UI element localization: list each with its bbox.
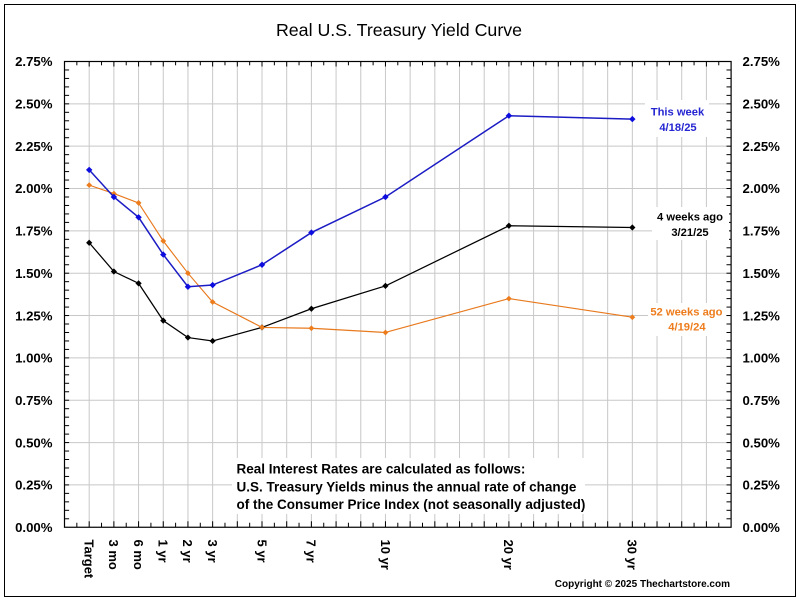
svg-text:Target: Target (81, 540, 96, 579)
svg-text:1 yr: 1 yr (156, 540, 171, 563)
svg-text:0.50%: 0.50% (743, 435, 781, 450)
svg-text:2.00%: 2.00% (15, 181, 53, 196)
svg-text:2.50%: 2.50% (15, 97, 53, 112)
svg-text:0.00%: 0.00% (15, 520, 53, 535)
svg-text:2.50%: 2.50% (743, 97, 781, 112)
svg-text:0.75%: 0.75% (15, 393, 53, 408)
svg-text:1.25%: 1.25% (743, 308, 781, 323)
svg-text:2.25%: 2.25% (15, 139, 53, 154)
svg-text:3 yr: 3 yr (205, 540, 220, 563)
svg-text:20 yr: 20 yr (501, 540, 516, 570)
svg-text:1.75%: 1.75% (743, 224, 781, 239)
svg-text:1.75%: 1.75% (15, 224, 53, 239)
svg-text:3/21/25: 3/21/25 (671, 227, 708, 239)
svg-text:1.25%: 1.25% (15, 308, 53, 323)
svg-text:2.00%: 2.00% (743, 181, 781, 196)
svg-text:52 weeks ago: 52 weeks ago (650, 306, 722, 318)
svg-text:10 yr: 10 yr (378, 540, 393, 570)
svg-text:2.75%: 2.75% (15, 54, 53, 69)
svg-text:1.00%: 1.00% (743, 351, 781, 366)
svg-text:1.50%: 1.50% (743, 266, 781, 281)
svg-text:0.25%: 0.25% (743, 478, 781, 493)
svg-text:4/18/25: 4/18/25 (659, 122, 696, 134)
svg-text:2.25%: 2.25% (743, 139, 781, 154)
svg-text:of the Consumer Price Index (n: of the Consumer Price Index (not seasona… (237, 497, 586, 512)
svg-text:1.00%: 1.00% (15, 351, 53, 366)
svg-text:0.25%: 0.25% (15, 478, 53, 493)
svg-text:0.00%: 0.00% (743, 520, 781, 535)
svg-text:0.50%: 0.50% (15, 435, 53, 450)
svg-text:30 yr: 30 yr (625, 540, 640, 570)
svg-text:3 mo: 3 mo (106, 540, 121, 570)
svg-text:2.75%: 2.75% (743, 54, 781, 69)
svg-text:1.50%: 1.50% (15, 266, 53, 281)
svg-text:Real Interest Rates are calcul: Real Interest Rates are calculated as fo… (237, 462, 526, 477)
svg-text:2 yr: 2 yr (180, 540, 195, 563)
svg-text:5 yr: 5 yr (254, 540, 269, 563)
svg-text:0.75%: 0.75% (743, 393, 781, 408)
svg-text:This week: This week (651, 107, 705, 119)
svg-text:6 mo: 6 mo (131, 540, 146, 570)
svg-text:7 yr: 7 yr (304, 540, 319, 563)
svg-text:Copyright © 2025 Thechartstore: Copyright © 2025 Thechartstore.com (555, 579, 730, 590)
svg-text:4 weeks ago: 4 weeks ago (657, 212, 723, 224)
svg-text:4/19/24: 4/19/24 (668, 321, 706, 333)
svg-text:U.S. Treasury Yields minus the: U.S. Treasury Yields minus the annual ra… (237, 479, 577, 494)
svg-text:Real U.S. Treasury Yield Curve: Real U.S. Treasury Yield Curve (276, 20, 522, 40)
